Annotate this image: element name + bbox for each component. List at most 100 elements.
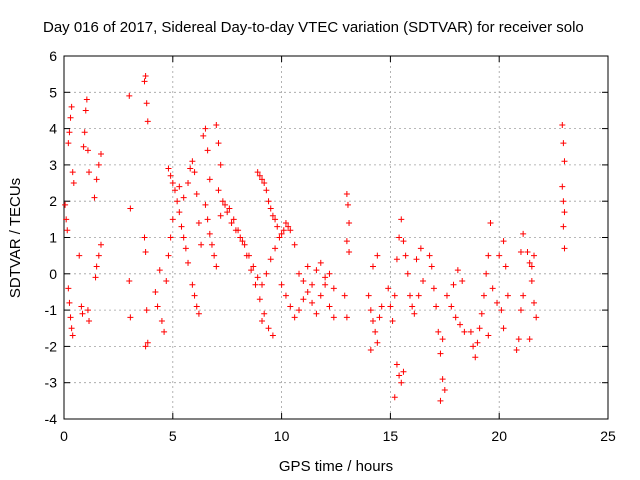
data-point: [217, 212, 224, 219]
data-point: [248, 267, 255, 274]
data-point: [267, 205, 274, 212]
data-point: [142, 343, 149, 350]
data-point: [127, 205, 134, 212]
data-point: [326, 270, 333, 277]
data-point: [513, 347, 520, 354]
data-point: [165, 252, 172, 259]
tick-layer: 0 5 10 15 20 25 -4 -3 -2 -1 0 1 2 3 4 5 6: [45, 48, 616, 444]
data-point: [437, 350, 444, 357]
data-point: [322, 274, 329, 281]
data-point: [263, 270, 270, 277]
data-point: [489, 285, 496, 292]
data-point: [485, 332, 492, 339]
data-point: [531, 299, 538, 306]
data-point: [261, 180, 268, 187]
data-point: [80, 143, 87, 150]
data-point: [343, 190, 350, 197]
data-point: [84, 307, 91, 314]
data-point: [154, 303, 161, 310]
data-point: [193, 303, 200, 310]
data-point: [265, 198, 272, 205]
data-point: [191, 292, 198, 299]
data-point: [528, 263, 535, 270]
data-point: [167, 234, 174, 241]
data-point: [204, 147, 211, 154]
data-point: [467, 328, 474, 335]
data-point: [330, 285, 337, 292]
data-point: [278, 281, 285, 288]
data-point: [69, 169, 76, 176]
data-point: [470, 343, 477, 350]
data-point: [517, 307, 524, 314]
data-point: [459, 278, 466, 285]
data-point: [189, 281, 196, 288]
data-point: [389, 317, 396, 324]
data-point: [263, 187, 270, 194]
data-point: [404, 270, 411, 277]
x-tick-label: 5: [169, 428, 177, 444]
data-point: [374, 252, 381, 259]
data-point: [504, 292, 511, 299]
data-point: [526, 336, 533, 343]
data-point: [296, 270, 303, 277]
data-point: [391, 394, 398, 401]
data-point: [67, 314, 74, 321]
data-point: [300, 296, 307, 303]
data-point: [450, 281, 457, 288]
y-tick-label: 3: [49, 157, 57, 173]
data-point: [78, 303, 85, 310]
data-point: [282, 292, 289, 299]
data-point: [165, 165, 172, 172]
data-point: [222, 201, 229, 208]
y-tick-label: 2: [49, 193, 57, 209]
data-point: [343, 238, 350, 245]
data-point: [202, 125, 209, 132]
data-point: [95, 161, 102, 168]
data-point: [287, 303, 294, 310]
data-point: [93, 176, 100, 183]
data-point: [317, 292, 324, 299]
data-point: [448, 303, 455, 310]
data-point: [144, 118, 151, 125]
data-point: [285, 223, 292, 230]
data-point: [343, 314, 350, 321]
data-point: [171, 187, 178, 194]
data-point: [269, 212, 276, 219]
data-point: [93, 263, 100, 270]
data-point: [520, 230, 527, 237]
data-point: [291, 241, 298, 248]
data-point: [402, 252, 409, 259]
data-point: [219, 198, 226, 205]
data-point: [259, 317, 266, 324]
data-point: [287, 227, 294, 234]
data-point: [398, 379, 405, 386]
x-tick-label: 25: [600, 428, 616, 444]
data-point: [296, 307, 303, 314]
data-point: [261, 310, 268, 317]
chart-title: Day 016 of 2017, Sidereal Day-to-day VTE…: [43, 19, 584, 36]
data-point: [520, 292, 527, 299]
data-point: [415, 292, 422, 299]
data-point: [276, 234, 283, 241]
data-point: [559, 183, 566, 190]
data-point: [95, 252, 102, 259]
data-point: [265, 325, 272, 332]
data-point: [487, 219, 494, 226]
data-point: [560, 198, 567, 205]
data-point: [239, 238, 246, 245]
data-point: [561, 209, 568, 216]
data-point: [217, 161, 224, 168]
data-point: [185, 259, 192, 266]
data-point: [374, 339, 381, 346]
data-point: [433, 303, 440, 310]
data-point: [206, 230, 213, 237]
data-point: [65, 285, 72, 292]
data-point: [230, 216, 237, 223]
data-point: [272, 216, 279, 223]
data-point: [322, 281, 329, 288]
data-point: [372, 328, 379, 335]
data-point: [313, 310, 320, 317]
data-point: [480, 292, 487, 299]
data-point: [152, 288, 159, 295]
data-point: [344, 201, 351, 208]
